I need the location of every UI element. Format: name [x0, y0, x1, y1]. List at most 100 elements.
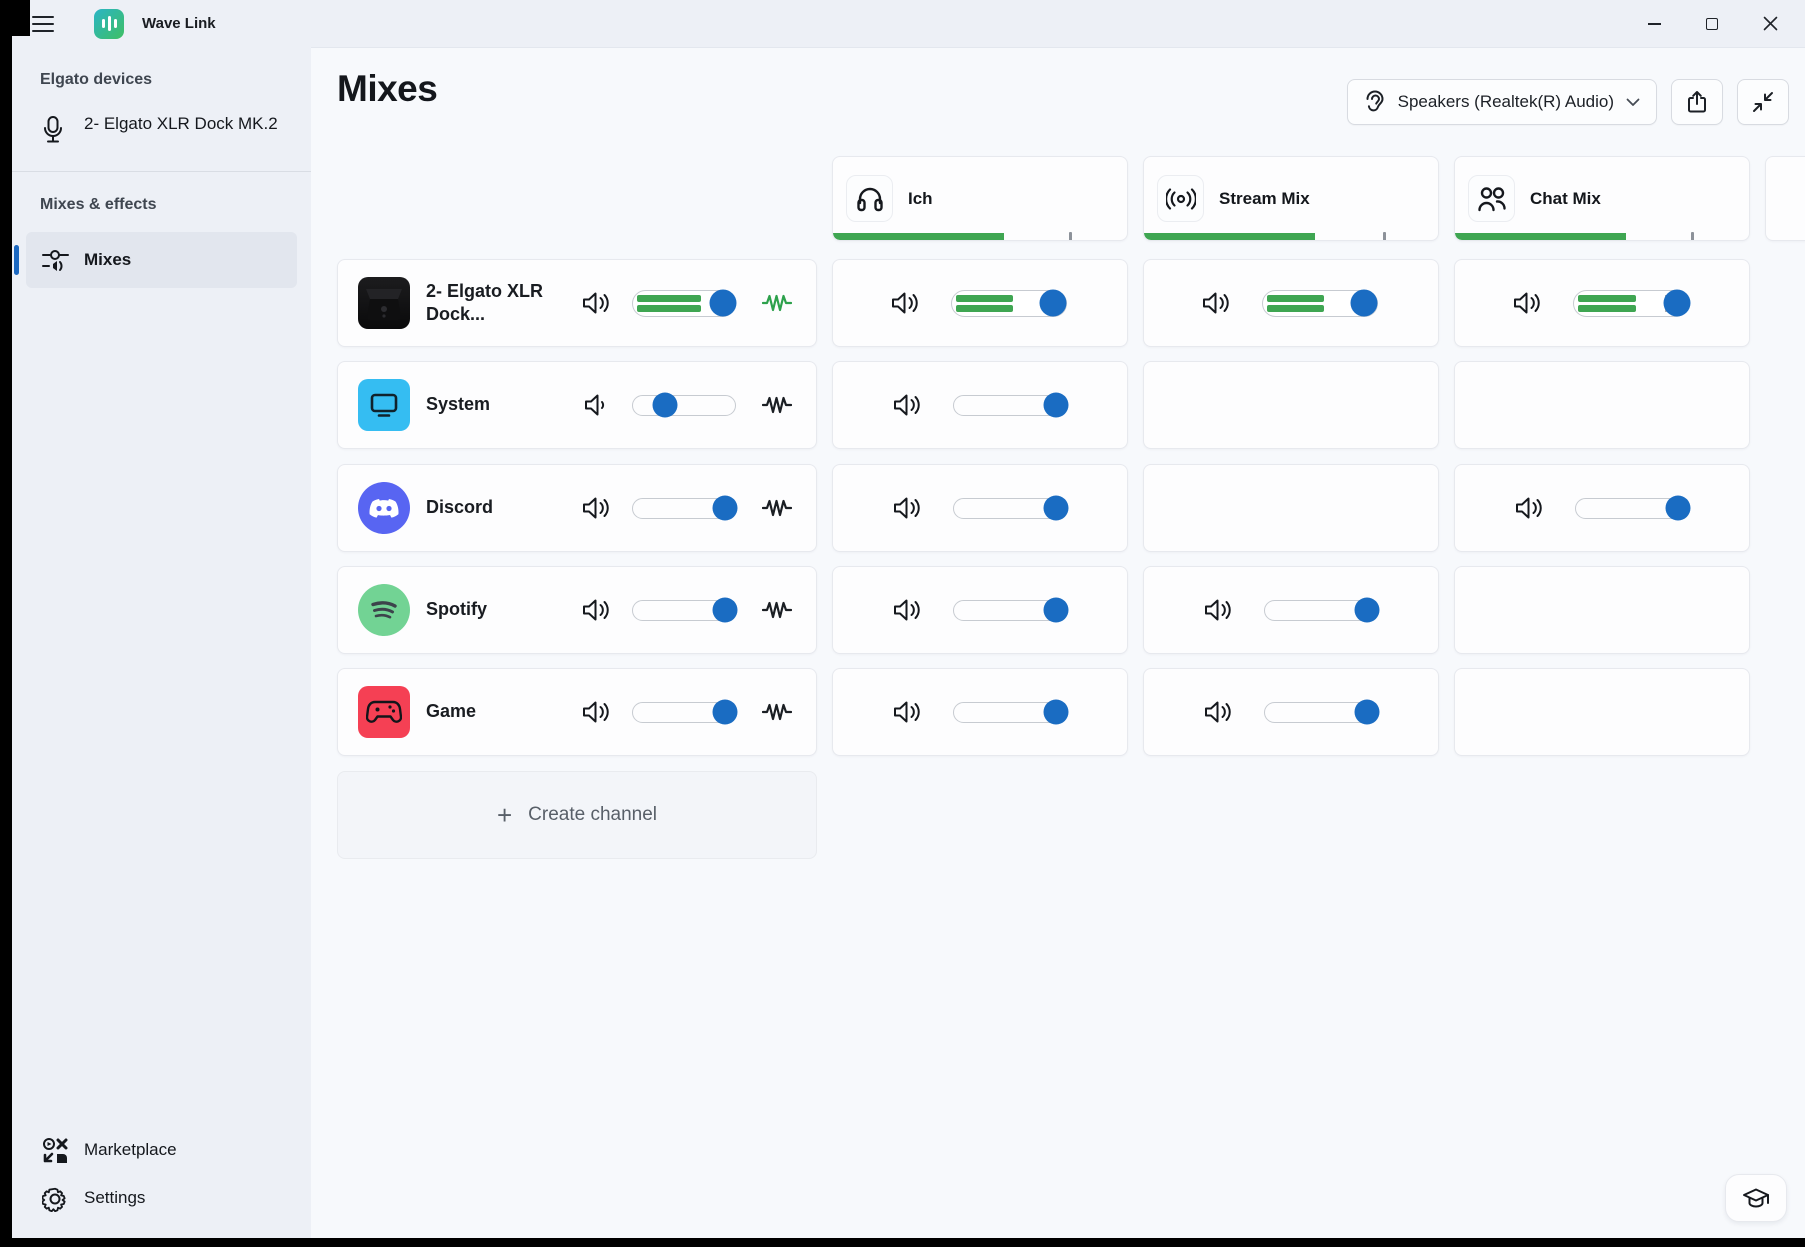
mix-name: Ich — [908, 188, 933, 208]
volume-slider[interactable] — [632, 392, 736, 418]
discord-thumbnail[interactable] — [358, 482, 410, 534]
volume-slider[interactable] — [632, 495, 738, 521]
volume-slider[interactable] — [632, 699, 738, 725]
volume-slider[interactable] — [632, 289, 737, 317]
speaker-icon[interactable] — [1196, 290, 1236, 316]
broadcast-icon[interactable] — [1157, 175, 1204, 222]
slider-knob[interactable] — [1039, 289, 1067, 317]
people-icon[interactable] — [1468, 175, 1515, 222]
cell-system-ich — [832, 361, 1128, 449]
speaker-icon[interactable] — [1509, 495, 1549, 521]
slider-knob[interactable] — [1354, 597, 1380, 623]
add-mix-button[interactable]: + — [1765, 156, 1805, 241]
channel-row-system: System — [337, 361, 817, 449]
speaker-icon[interactable] — [887, 495, 927, 521]
slider-knob[interactable] — [709, 289, 737, 317]
speaker-icon[interactable] — [1198, 699, 1238, 725]
speaker-icon[interactable] — [887, 699, 927, 725]
output-device-label: Speakers (Realtek(R) Audio) — [1397, 92, 1614, 111]
wave-link-logo-icon — [94, 8, 124, 39]
output-device-select[interactable]: Speakers (Realtek(R) Audio) — [1346, 79, 1657, 125]
waveform-icon[interactable] — [762, 599, 792, 621]
waveform-icon[interactable] — [762, 292, 792, 314]
speaker-icon[interactable] — [576, 495, 616, 521]
channel-row-spotify: Spotify — [337, 566, 817, 654]
mix-header-chat-mix[interactable]: Chat Mix — [1454, 156, 1750, 241]
sidebar: Elgato devices 2- Elgato XLR Dock MK.2 M… — [12, 47, 311, 1238]
maximize-button[interactable] — [1683, 0, 1741, 47]
mix-header-ich[interactable]: Ich — [832, 156, 1128, 241]
waveform-icon[interactable] — [762, 497, 792, 519]
channel-row-discord: Discord — [337, 464, 817, 552]
compact-mode-button[interactable] — [1737, 79, 1789, 125]
volume-slider[interactable] — [953, 699, 1069, 725]
slider-knob[interactable] — [1350, 289, 1378, 317]
close-button[interactable] — [1741, 0, 1799, 47]
cell-xlr-dock-ich — [832, 259, 1128, 347]
page-title: Mixes — [337, 68, 438, 109]
waveform-icon[interactable] — [762, 394, 792, 416]
volume-slider[interactable] — [953, 495, 1069, 521]
speaker-icon[interactable] — [576, 699, 616, 725]
speaker-icon[interactable] — [576, 290, 616, 316]
cell-volume — [1198, 597, 1380, 623]
cell-discord-ich — [832, 464, 1128, 552]
share-icon — [1688, 91, 1706, 113]
slider-knob[interactable] — [712, 699, 738, 725]
window-corner — [12, 0, 30, 36]
spotify-thumbnail[interactable] — [358, 584, 410, 636]
cell-volume — [887, 495, 1069, 521]
volume-slider[interactable] — [1264, 699, 1380, 725]
speaker-icon[interactable] — [1507, 290, 1547, 316]
game-thumbnail[interactable] — [358, 686, 410, 738]
slider-knob[interactable] — [1665, 495, 1691, 521]
sidebar-item-marketplace[interactable]: Marketplace — [26, 1128, 297, 1172]
slider-knob[interactable] — [1043, 495, 1069, 521]
headphones-icon[interactable] — [846, 175, 893, 222]
share-button[interactable] — [1671, 79, 1723, 125]
slider-knob[interactable] — [1663, 289, 1691, 317]
system-thumbnail[interactable] — [358, 379, 410, 431]
slider-knob[interactable] — [1354, 699, 1380, 725]
cell-spotify-ich — [832, 566, 1128, 654]
sidebar-item-xlr-dock[interactable]: 2- Elgato XLR Dock MK.2 — [26, 105, 297, 153]
sidebar-item-settings[interactable]: Settings — [26, 1176, 297, 1220]
volume-slider[interactable] — [953, 597, 1069, 623]
plus-icon: + — [496, 799, 513, 830]
volume-slider[interactable] — [1573, 289, 1691, 317]
speaker-icon[interactable] — [885, 290, 925, 316]
slider-knob[interactable] — [652, 392, 678, 418]
slider-knob[interactable] — [1043, 597, 1069, 623]
meter-peak-tick — [1691, 232, 1695, 240]
channel-row-xlr-dock: 2- Elgato XLR Dock... — [337, 259, 817, 347]
volume-slider[interactable] — [1262, 289, 1378, 317]
speaker-icon[interactable] — [1198, 597, 1238, 623]
create-channel-button[interactable]: + Create channel — [337, 771, 817, 859]
hamburger-menu-icon[interactable] — [20, 4, 66, 44]
mixes-grid: Ich Stream Mix Chat Mix — [337, 156, 1805, 1238]
speaker-icon[interactable] — [887, 597, 927, 623]
slider-knob[interactable] — [1043, 392, 1069, 418]
slider-knob[interactable] — [712, 495, 738, 521]
sidebar-divider — [12, 171, 311, 172]
volume-slider[interactable] — [951, 289, 1067, 317]
xlr-dock-thumbnail[interactable] — [358, 277, 410, 329]
sidebar-item-mixes[interactable]: Mixes — [14, 232, 297, 288]
channel-name: Discord — [426, 497, 494, 518]
speaker-icon[interactable] — [887, 392, 927, 418]
volume-slider[interactable] — [1575, 495, 1691, 521]
volume-slider[interactable] — [1264, 597, 1380, 623]
sidebar-item-label: Settings — [84, 1187, 146, 1207]
speaker-icon[interactable] — [576, 597, 616, 623]
volume-slider[interactable] — [953, 392, 1069, 418]
minimize-button[interactable] — [1625, 0, 1683, 47]
microphone-icon — [42, 115, 68, 145]
slider-knob[interactable] — [712, 597, 738, 623]
volume-slider[interactable] — [632, 597, 738, 623]
speaker-low-icon[interactable] — [576, 392, 616, 418]
slider-knob[interactable] — [1043, 699, 1069, 725]
tutorial-button[interactable] — [1725, 1174, 1787, 1222]
waveform-icon[interactable] — [762, 701, 792, 723]
cell-discord-chat — [1454, 464, 1750, 552]
mix-header-stream-mix[interactable]: Stream Mix — [1143, 156, 1439, 241]
